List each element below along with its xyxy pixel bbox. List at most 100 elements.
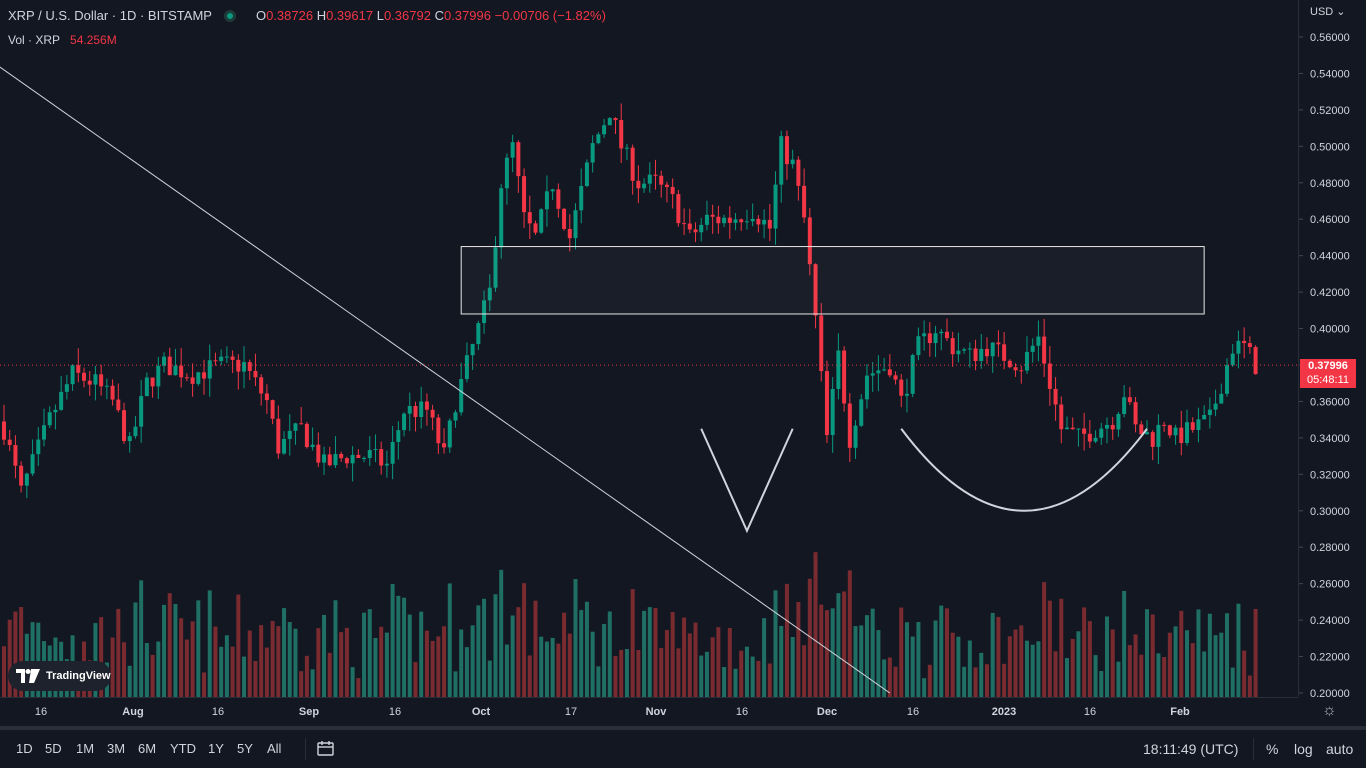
high-label: H [316,8,327,23]
volume-bar [819,604,824,697]
volume-bar [1173,626,1178,697]
candle-body [64,384,69,392]
volume-bar [379,626,384,697]
candle-body [1059,404,1064,430]
chart-area[interactable]: XRP / U.S. Dollar · 1D · BITSTAMP O0.387… [0,0,1298,697]
candle-body [522,176,527,213]
volume-bar [1019,625,1024,697]
auto-toggle[interactable]: auto [1326,741,1354,757]
rounded-bottom-arc[interactable] [900,428,1148,512]
candle-body [327,454,332,466]
timeframe-1y[interactable]: 1Y [208,741,224,756]
candle-body [944,331,949,339]
volume-bar [910,636,915,697]
candle-body [996,342,1001,345]
time-tick-label: 16 [35,706,47,718]
timeframe-ytd[interactable]: YTD [170,741,196,756]
volume-bar [322,614,327,697]
candle-body [607,118,612,126]
volume-bar [779,625,784,697]
candle-body [682,223,687,225]
volume-bar [122,642,127,697]
gear-icon[interactable]: ☼ [1322,702,1337,719]
price-chart[interactable] [0,0,1298,697]
candle-body [122,410,127,442]
candle-body [139,396,144,427]
candle-body [584,162,589,186]
volume-label[interactable]: Vol · XRP [8,33,61,47]
candle-body [773,184,778,229]
candle-body [630,147,635,181]
timeframe-1d[interactable]: 1D [16,741,33,756]
symbol-title[interactable]: XRP / U.S. Dollar · 1D · BITSTAMP [8,8,212,23]
candle-body [482,300,487,324]
volume-bar [613,655,618,697]
volume-bar [1127,645,1132,697]
volume-bar [287,622,292,697]
volume-bar [539,636,544,697]
volume-bar [402,597,407,697]
bar-countdown: 05:48:11 [1306,374,1349,386]
volume-bar [922,678,927,697]
volume-bar [1030,644,1035,697]
timeframe-6m[interactable]: 6M [138,741,157,756]
candle-body [922,333,927,337]
volume-bar [853,626,858,697]
volume-bar [373,637,378,697]
candle-body [984,348,989,357]
volume-bar [590,631,595,697]
timeframe-5d[interactable]: 5D [45,741,62,756]
last-price-value: 0.37996 [1308,360,1348,372]
utc-clock[interactable]: 18:11:49 (UTC) [1143,741,1239,757]
candle-body [424,401,429,410]
time-tick-label: 17 [565,706,577,718]
candle-body [704,214,709,225]
volume-bar [447,583,452,697]
volume-bar [962,666,967,697]
candle-body [739,219,744,223]
candle-body [442,443,447,448]
percent-toggle[interactable]: % [1266,741,1279,757]
volume-bar [624,649,629,697]
volume-bar [636,650,641,697]
timeframe-all[interactable]: All [267,741,282,756]
drawings[interactable] [0,10,1205,694]
volume-bar [859,625,864,697]
volume-bar [1047,600,1052,697]
candle-body [276,418,281,454]
candle-body [202,372,207,379]
candle-body [733,219,738,223]
bottom-toolbar: 1D 5D 1M 3M 6M YTD 1Y 5Y All 18:11:49 (UTC) % lo… [0,726,1366,768]
tradingview-logo[interactable]: TradingView [8,661,111,691]
time-tick-label: 16 [1084,706,1096,718]
timeframe-1m[interactable]: 1M [76,741,95,756]
volume-bar [1002,663,1007,697]
close-value: 0.37996 [443,8,491,23]
date-range-icon[interactable] [317,740,335,756]
candle-body [687,223,692,230]
volume-bar [504,644,509,697]
v-shape-drawing[interactable] [700,428,794,534]
time-axis[interactable]: 16 Aug 16 Sep 16 Oct 17 Nov 16 Dec 16 2023 16 Feb [0,697,1298,726]
candle-body [859,399,864,426]
volume-bar [482,598,487,697]
volume-bar [1070,638,1075,697]
candle-body [82,372,87,381]
candle-body [47,412,52,426]
candle-body [162,356,167,366]
candle-body [1253,347,1258,375]
timeframe-5y[interactable]: 5Y [237,741,253,756]
volume-bar [562,612,567,697]
candle-body [2,421,6,440]
candle-body [167,356,172,376]
volume-bar [293,628,298,697]
volume-bar [1139,654,1144,697]
price-axis[interactable]: 0.56000 0.54000 0.52000 0.50000 0.48000 0.460… [1298,0,1366,700]
resistance-rectangle[interactable] [460,246,1205,315]
log-toggle[interactable]: log [1294,741,1313,757]
candle-body [1042,336,1047,364]
timeframe-3m[interactable]: 3M [107,741,126,756]
currency-selector[interactable]: USD ⌄ [1310,5,1346,18]
trend-line[interactable] [0,10,891,694]
last-price-badge: 0.37996 05:48:11 [1300,359,1356,388]
